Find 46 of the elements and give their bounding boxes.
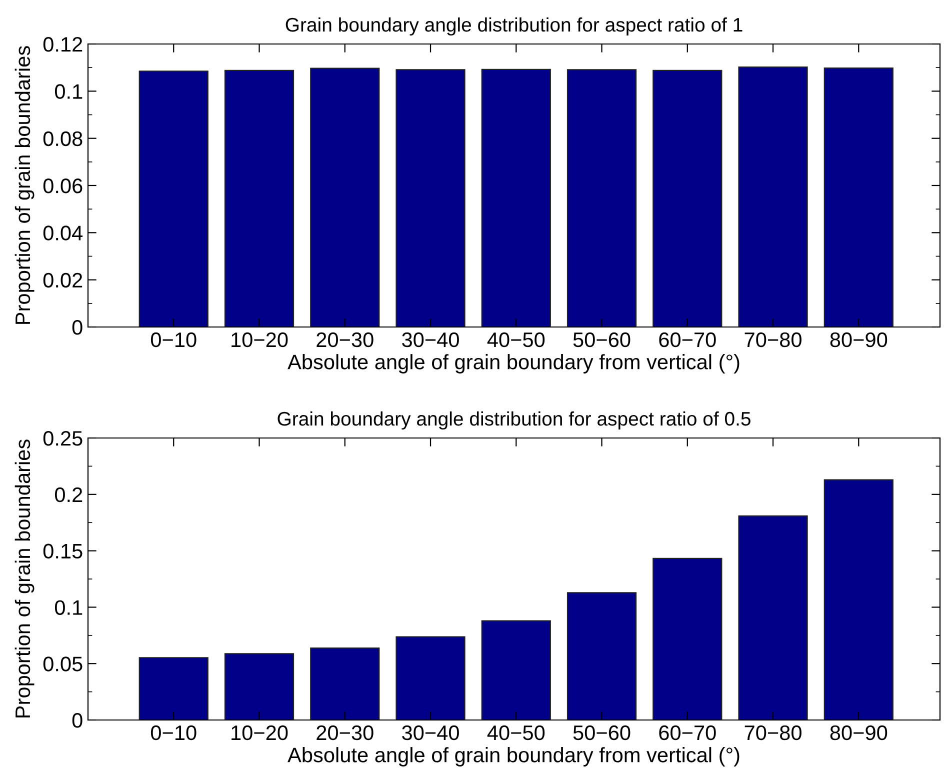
- bar: [224, 653, 294, 720]
- y-tick-label: 0.08: [43, 131, 82, 146]
- y-axis-title: Proportion of grain boundaries: [14, 46, 34, 324]
- bar: [138, 657, 208, 720]
- bar: [310, 647, 380, 720]
- y-axis-title: Proportion of grain boundaries: [14, 440, 34, 718]
- bar: [824, 479, 894, 720]
- x-tick-label: 80−90: [830, 332, 888, 348]
- x-tick-label: 20−30: [316, 332, 374, 348]
- x-axis-title: Absolute angle of grain boundary from vertical (°): [288, 747, 740, 766]
- y-tick-label: 0.1: [54, 84, 82, 99]
- x-tick-label: 50−60: [573, 725, 630, 740]
- x-tick-label: 30−40: [402, 332, 459, 348]
- y-tick-label: 0.04: [43, 226, 83, 240]
- bar: [481, 620, 551, 720]
- bar: [396, 636, 466, 720]
- x-tick-label: 70−80: [744, 725, 802, 740]
- y-tick-label: 0.02: [43, 272, 82, 288]
- x-tick-label: 60−70: [659, 725, 716, 740]
- x-tick-label: 40−50: [487, 725, 545, 740]
- y-tick-label: 0.25: [43, 431, 82, 446]
- x-tick-label: 0−10: [150, 725, 196, 740]
- chart-title: Grain boundary angle distribution for aspect ratio of 0.5: [278, 411, 750, 430]
- x-tick-label: 10−20: [232, 332, 288, 348]
- x-tick-label: 50−60: [573, 332, 630, 348]
- bar: [566, 592, 637, 720]
- bar: [738, 515, 808, 720]
- x-axis-title: Absolute angle of grain boundary from vertical (°): [288, 354, 740, 374]
- y-tick-label: 0.05: [43, 656, 82, 672]
- y-tick-label: 0.2: [54, 487, 82, 502]
- x-tick-label: 40−50: [487, 332, 545, 348]
- y-tick-label: 0.12: [43, 37, 82, 52]
- y-tick-label: 0.06: [43, 178, 82, 194]
- x-tick-label: 10−20: [232, 725, 288, 740]
- y-tick-label: 0: [72, 320, 82, 335]
- x-tick-label: 60−70: [659, 332, 716, 348]
- bar: [652, 558, 722, 720]
- x-tick-label: 20−30: [316, 725, 374, 740]
- y-tick-label: 0.15: [43, 544, 82, 559]
- chart-title: Grain boundary angle distribution for aspect ratio of 1: [286, 17, 742, 36]
- x-tick-label: 80−90: [830, 725, 888, 740]
- y-tick-label: 0: [72, 713, 82, 728]
- x-tick-label: 70−80: [744, 332, 802, 348]
- y-tick-label: 0.1: [54, 600, 82, 615]
- x-tick-label: 30−40: [402, 725, 459, 740]
- x-tick-label: 0−10: [150, 332, 196, 348]
